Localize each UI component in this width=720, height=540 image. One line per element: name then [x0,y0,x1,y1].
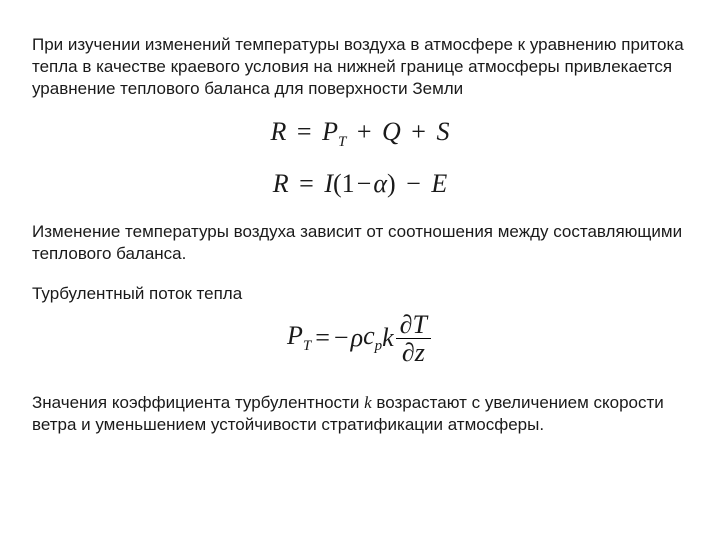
eq2-minus: − [355,169,374,198]
eq3-partial-T: ∂ [400,310,413,339]
paragraph-4: Значения коэффициента турбулентности k в… [32,392,688,436]
eq3-neg: − [334,323,351,353]
eq1-S: S [436,117,449,146]
eq2-one: 1 [342,169,355,198]
para4-k: k [364,393,372,412]
eq2-E: E [431,169,447,198]
eq2-alpha: α [373,169,387,198]
eq3-partial-z: ∂ [402,338,415,367]
eq3-c: cp [363,321,382,355]
eq3-P-sub: T [303,339,311,355]
equation-2: R = I(1−α) − E [32,169,688,199]
eq1-Q: Q [382,117,401,146]
eq2-minus2: − [402,169,425,198]
eq1-equals: = [293,117,316,146]
eq3-lhs: PT [287,321,311,355]
eq1-plus1: + [353,117,376,146]
paragraph-3: Турбулентный поток тепла [32,283,688,305]
para4-pre: Значения коэффициента турбулентности [32,393,364,412]
eq3-frac-den: ∂z [396,339,431,366]
eq2-I: I [324,169,333,198]
eq3-c-sub: p [375,339,383,355]
eq1-term1: PT [322,117,346,146]
eq3-z: z [415,338,425,367]
eq3-rho: ρ [351,323,363,353]
eq3-fraction: ∂T ∂z [396,311,431,367]
eq3-c-base: c [363,321,375,350]
eq3-k: k [382,323,394,353]
document-page: При изучении изменений температуры возду… [0,0,720,540]
paragraph-intro: При изучении изменений температуры возду… [32,34,688,99]
eq3-equals: = [311,323,334,353]
eq2-lpar: ( [333,169,342,198]
eq1-P: P [322,117,338,146]
eq3-frac-num: ∂T [396,311,431,339]
eq1-plus2: + [407,117,430,146]
eq2-equals: = [295,169,318,198]
equation-1: R = PT + Q + S [32,117,688,151]
paragraph-2: Изменение температуры воздуха зависит от… [32,221,688,265]
eq3-T: T [413,310,427,339]
equation-3: PT = − ρcpk ∂T ∂z [32,311,688,367]
eq2-rpar: ) [387,169,396,198]
eq1-lhs: R [271,117,287,146]
eq2-lhs: R [273,169,289,198]
eq3-P: P [287,321,303,350]
eq1-P-sub: T [338,134,346,150]
